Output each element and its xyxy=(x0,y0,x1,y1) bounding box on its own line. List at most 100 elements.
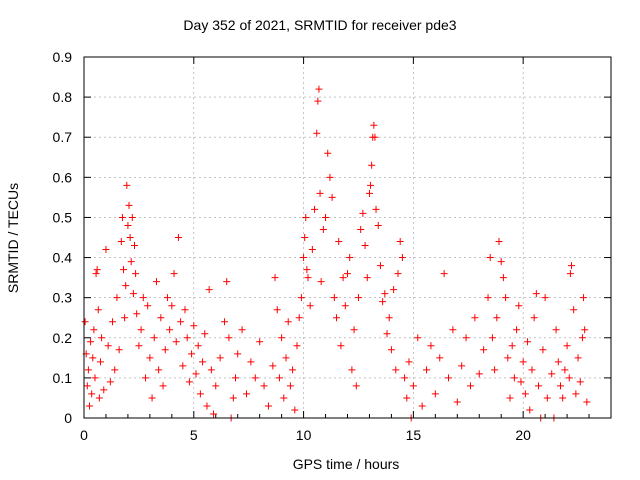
data-point xyxy=(361,242,369,250)
data-points xyxy=(81,85,591,422)
data-point xyxy=(317,278,325,286)
data-point xyxy=(319,225,327,233)
data-point xyxy=(359,209,367,217)
data-point xyxy=(210,410,218,418)
data-point xyxy=(423,366,431,374)
data-point xyxy=(128,213,136,221)
data-point xyxy=(339,274,347,282)
data-point xyxy=(293,342,301,350)
data-point xyxy=(137,326,145,334)
data-point xyxy=(150,334,158,342)
y-tick-label: 0.7 xyxy=(53,129,73,145)
data-point xyxy=(357,225,365,233)
data-point xyxy=(526,406,534,414)
data-point xyxy=(567,262,575,270)
y-tick-label: 0 xyxy=(64,410,72,426)
data-point xyxy=(190,322,198,330)
data-point xyxy=(471,314,479,322)
x-axis-label: GPS time / hours xyxy=(292,456,400,472)
y-tick-label: 0.3 xyxy=(53,290,73,306)
data-point xyxy=(303,266,311,274)
data-point xyxy=(91,374,99,382)
data-point xyxy=(374,221,382,229)
data-point xyxy=(328,193,336,201)
x-tick-label: 0 xyxy=(80,427,88,443)
data-point xyxy=(291,406,299,414)
data-point xyxy=(87,338,95,346)
data-point xyxy=(124,221,132,229)
data-point xyxy=(126,234,134,241)
data-point xyxy=(390,286,398,294)
data-point xyxy=(203,402,211,410)
data-point xyxy=(508,342,516,350)
data-point xyxy=(372,205,380,213)
data-point xyxy=(131,242,139,250)
data-point xyxy=(302,213,310,221)
data-point xyxy=(348,366,356,374)
data-point xyxy=(98,334,106,342)
data-point xyxy=(271,274,279,282)
data-point xyxy=(535,382,543,390)
data-point xyxy=(365,189,373,197)
data-point xyxy=(85,402,93,410)
data-point xyxy=(232,374,240,382)
data-point xyxy=(104,342,112,350)
data-point xyxy=(295,314,303,322)
data-point xyxy=(552,326,560,334)
data-point xyxy=(394,270,402,278)
data-point xyxy=(524,338,532,346)
plot-frame xyxy=(83,56,612,419)
data-point xyxy=(301,234,309,241)
data-point xyxy=(387,346,395,354)
data-point xyxy=(519,358,527,366)
data-point xyxy=(322,213,330,221)
data-point xyxy=(578,334,586,342)
grid-lines xyxy=(84,57,611,418)
data-point xyxy=(528,366,536,374)
data-point xyxy=(566,270,574,278)
data-point xyxy=(264,402,272,410)
data-point xyxy=(144,302,152,310)
data-point xyxy=(521,390,529,398)
data-point xyxy=(499,274,507,282)
y-tick-label: 0.9 xyxy=(53,49,73,65)
data-point xyxy=(344,270,351,278)
data-point xyxy=(83,382,91,390)
data-point xyxy=(177,318,185,326)
data-point xyxy=(188,350,196,358)
data-point xyxy=(475,370,483,378)
tick-labels: 0 0.1 0.2 0.3 0.4 0.5 0.6 0.7 0.8 0.9 0 5 10 15 20 xyxy=(53,49,532,443)
data-point xyxy=(102,246,110,254)
data-point xyxy=(117,238,125,246)
data-point xyxy=(316,189,324,197)
data-point xyxy=(81,318,89,326)
y-tick-label: 0.5 xyxy=(53,209,73,225)
data-point xyxy=(436,354,444,362)
data-point xyxy=(163,294,171,302)
data-point xyxy=(541,294,549,302)
data-point xyxy=(170,270,178,278)
data-point xyxy=(427,342,435,350)
data-point xyxy=(539,346,547,354)
data-point xyxy=(453,398,461,406)
data-point xyxy=(314,97,322,105)
x-tick-label: 5 xyxy=(190,427,198,443)
data-point xyxy=(379,298,387,306)
data-point xyxy=(199,358,207,366)
data-point xyxy=(398,254,406,262)
data-point xyxy=(172,338,180,346)
data-point xyxy=(166,326,174,334)
data-point xyxy=(216,354,224,362)
data-point xyxy=(139,294,147,302)
data-point xyxy=(113,294,121,302)
data-point xyxy=(88,390,96,398)
data-point xyxy=(155,366,163,374)
data-point xyxy=(238,326,246,334)
data-point xyxy=(135,342,143,350)
data-point xyxy=(185,378,193,386)
data-point xyxy=(530,314,538,322)
data-point xyxy=(488,334,496,342)
data-point xyxy=(513,326,521,334)
data-point xyxy=(532,290,540,298)
